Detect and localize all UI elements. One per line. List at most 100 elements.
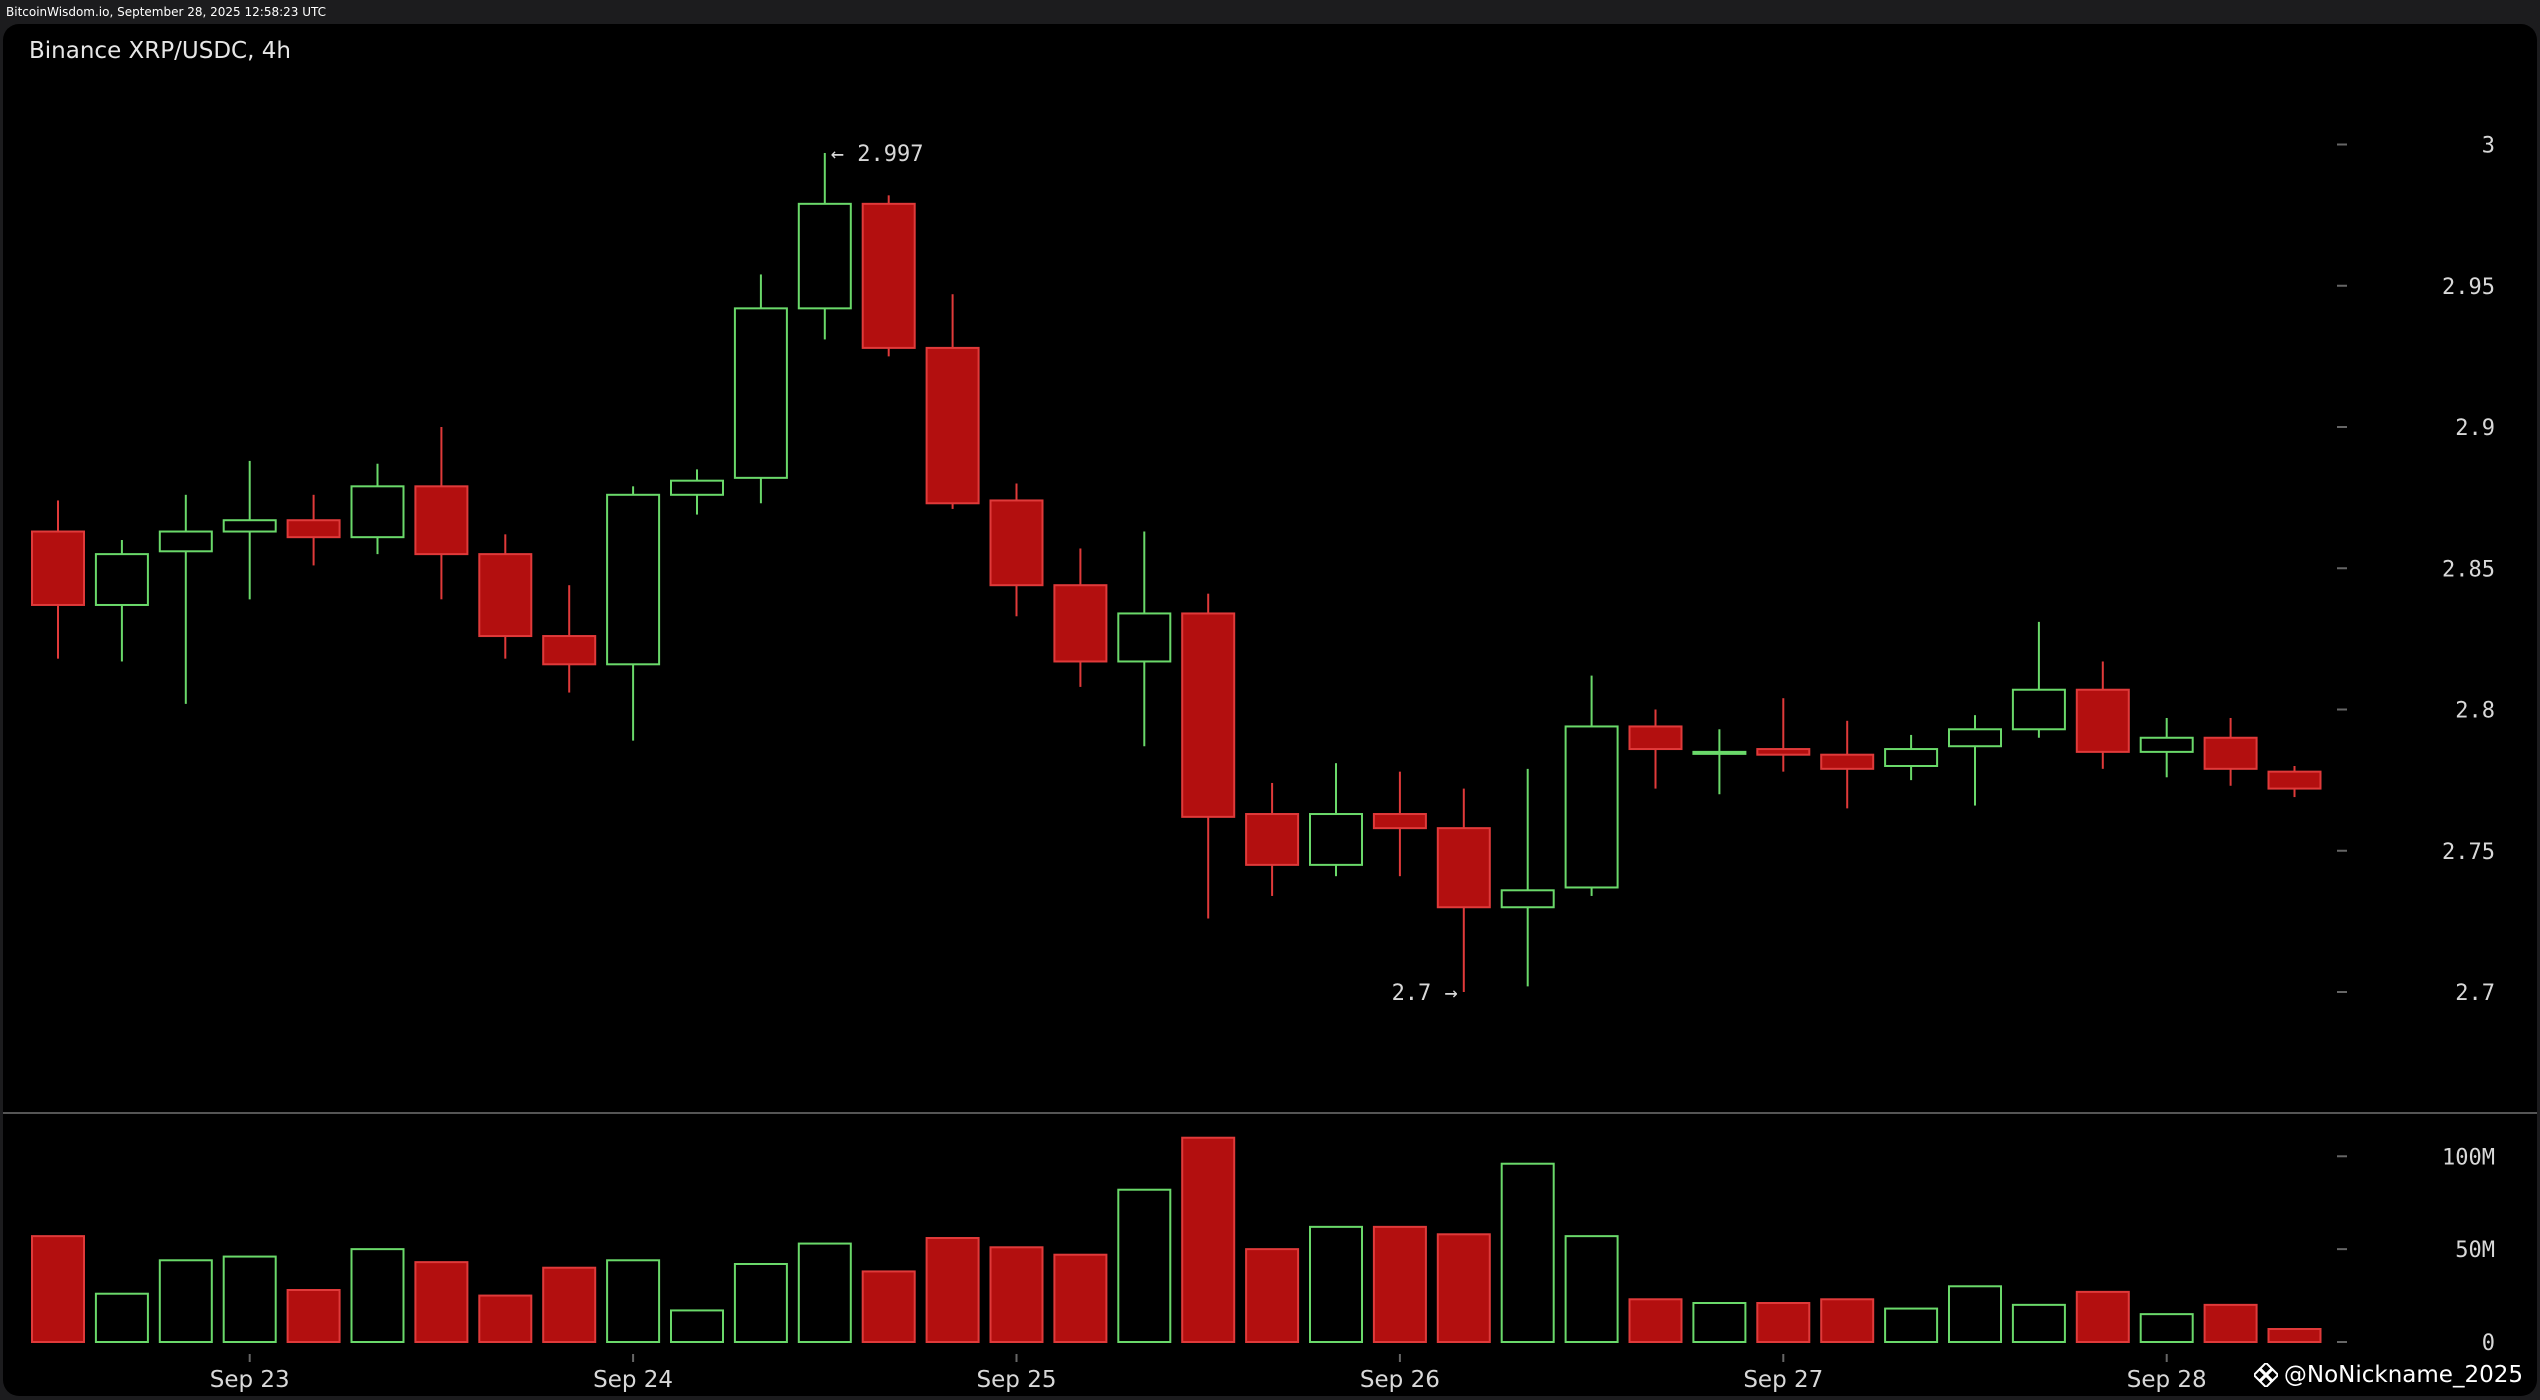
candle-body bbox=[861, 202, 916, 349]
candle-up bbox=[670, 469, 724, 515]
candle-down bbox=[1628, 709, 1683, 789]
volume-bar-down bbox=[989, 1246, 1044, 1344]
candle-up bbox=[158, 494, 213, 704]
candle-body bbox=[1628, 725, 1683, 751]
candle-up bbox=[2139, 717, 2194, 778]
candle-up bbox=[1564, 675, 1619, 896]
candle-up bbox=[606, 486, 661, 741]
candle-body bbox=[1245, 813, 1300, 866]
candle-body bbox=[478, 553, 533, 638]
volume-bar-down bbox=[1181, 1136, 1236, 1343]
candle-body bbox=[1309, 813, 1363, 866]
time-tick-label: Sep 24 bbox=[593, 1367, 673, 1393]
candle-down bbox=[542, 585, 597, 693]
volume-bar-down bbox=[1436, 1233, 1491, 1344]
candle-body bbox=[1436, 827, 1491, 909]
candle-body bbox=[286, 519, 341, 539]
candle-body bbox=[733, 307, 788, 479]
volume-bar-down bbox=[1628, 1298, 1683, 1344]
price-tick-label: 3 bbox=[2482, 134, 2495, 159]
price-axis: 3 2.95 2.9 2.85 2.8 2.75 2.7 bbox=[2337, 134, 2495, 1006]
candle-body bbox=[1117, 612, 1172, 663]
volume-bar-down bbox=[1820, 1298, 1875, 1344]
volume-bars bbox=[31, 1136, 2322, 1344]
volume-bar-down bbox=[2075, 1290, 2130, 1344]
candle-body bbox=[222, 519, 277, 533]
candle-up bbox=[94, 540, 149, 662]
candle-up bbox=[1500, 768, 1555, 987]
annotations: ← 2.997 2.7 → bbox=[831, 142, 1458, 1006]
volume-bar-up bbox=[158, 1259, 213, 1344]
volume-bar-down bbox=[1245, 1248, 1300, 1343]
candle-down bbox=[478, 534, 533, 659]
volume-bar-down bbox=[1756, 1302, 1811, 1343]
candle-up bbox=[1309, 763, 1363, 877]
candle-body bbox=[1500, 889, 1555, 909]
candle-body bbox=[2203, 736, 2258, 770]
volume-bar-down bbox=[1053, 1253, 1108, 1343]
candle-body bbox=[1181, 612, 1236, 818]
volume-bar-up bbox=[350, 1248, 405, 1343]
candle-down bbox=[1820, 720, 1875, 809]
chart-svg: 3 2.95 2.9 2.85 2.8 2.75 2.7 100M 50M 0 ← 2.997 2… bbox=[3, 134, 2537, 1393]
volume-bar-up bbox=[1692, 1302, 1747, 1343]
time-tick-label: Sep 28 bbox=[2127, 1367, 2207, 1393]
volume-bar-down bbox=[2267, 1328, 2322, 1343]
candle-up bbox=[1884, 734, 1939, 781]
time-tick-label: Sep 26 bbox=[1360, 1367, 1440, 1393]
volume-bar-up bbox=[733, 1263, 788, 1343]
candle-up bbox=[1692, 729, 1747, 795]
candle-down bbox=[414, 427, 469, 600]
candle-body bbox=[1756, 748, 1811, 756]
candle-body bbox=[2267, 770, 2322, 790]
volume-bar-down bbox=[1372, 1225, 1427, 1344]
candle-body bbox=[31, 530, 85, 606]
candle-up bbox=[1117, 531, 1172, 747]
price-tick-label: 2.85 bbox=[2442, 557, 2495, 582]
volume-bar-up bbox=[2139, 1313, 2194, 1343]
volume-bar-up bbox=[1309, 1225, 1363, 1344]
source-line: BitcoinWisdom.io, September 28, 2025 12:… bbox=[6, 5, 326, 19]
candle-body bbox=[350, 485, 405, 539]
time-tick-label: Sep 25 bbox=[977, 1367, 1057, 1393]
volume-bar-down bbox=[414, 1261, 469, 1343]
candle-down bbox=[1181, 593, 1236, 919]
candle-body bbox=[542, 635, 597, 666]
candle-up bbox=[733, 274, 788, 504]
candle-body bbox=[1053, 584, 1108, 663]
volume-bar-up bbox=[606, 1259, 661, 1344]
candle-body bbox=[1692, 750, 1747, 755]
candle-body bbox=[670, 479, 724, 496]
volume-bar-up bbox=[797, 1242, 852, 1343]
candle-body bbox=[1820, 753, 1875, 770]
candles bbox=[31, 152, 2322, 992]
watermark: @NoNickname_2025 bbox=[2253, 1362, 2523, 1388]
volume-bar-down bbox=[925, 1237, 980, 1343]
candle-body bbox=[94, 553, 149, 606]
watermark-text: @NoNickname_2025 bbox=[2283, 1362, 2523, 1388]
candle-down bbox=[925, 294, 980, 509]
candle-down bbox=[2075, 661, 2130, 769]
top-bar: BitcoinWisdom.io, September 28, 2025 12:… bbox=[0, 0, 2540, 22]
price-tick-label: 2.8 bbox=[2455, 699, 2495, 724]
volume-tick-label: 100M bbox=[2442, 1145, 2495, 1170]
candle-up bbox=[350, 463, 405, 555]
volume-bar-down bbox=[286, 1289, 341, 1343]
candle-body bbox=[925, 346, 980, 505]
candle-down bbox=[31, 500, 85, 659]
volume-bar-down bbox=[31, 1235, 85, 1343]
candle-down bbox=[989, 483, 1044, 617]
candle-up bbox=[1948, 715, 2002, 806]
candle-body bbox=[2011, 688, 2066, 731]
candle-body bbox=[2139, 736, 2194, 753]
price-tick-label: 2.95 bbox=[2442, 275, 2495, 300]
volume-bar-down bbox=[2203, 1303, 2258, 1344]
low-price-label: 2.7 → bbox=[1392, 981, 1458, 1006]
candle-body bbox=[606, 493, 661, 666]
candle-up bbox=[222, 460, 277, 600]
volume-bar-up bbox=[1117, 1188, 1172, 1343]
volume-bar-up bbox=[1564, 1235, 1619, 1343]
candle-up bbox=[2011, 621, 2066, 738]
candle-down bbox=[2267, 766, 2322, 798]
volume-bar-up bbox=[1500, 1162, 1555, 1343]
